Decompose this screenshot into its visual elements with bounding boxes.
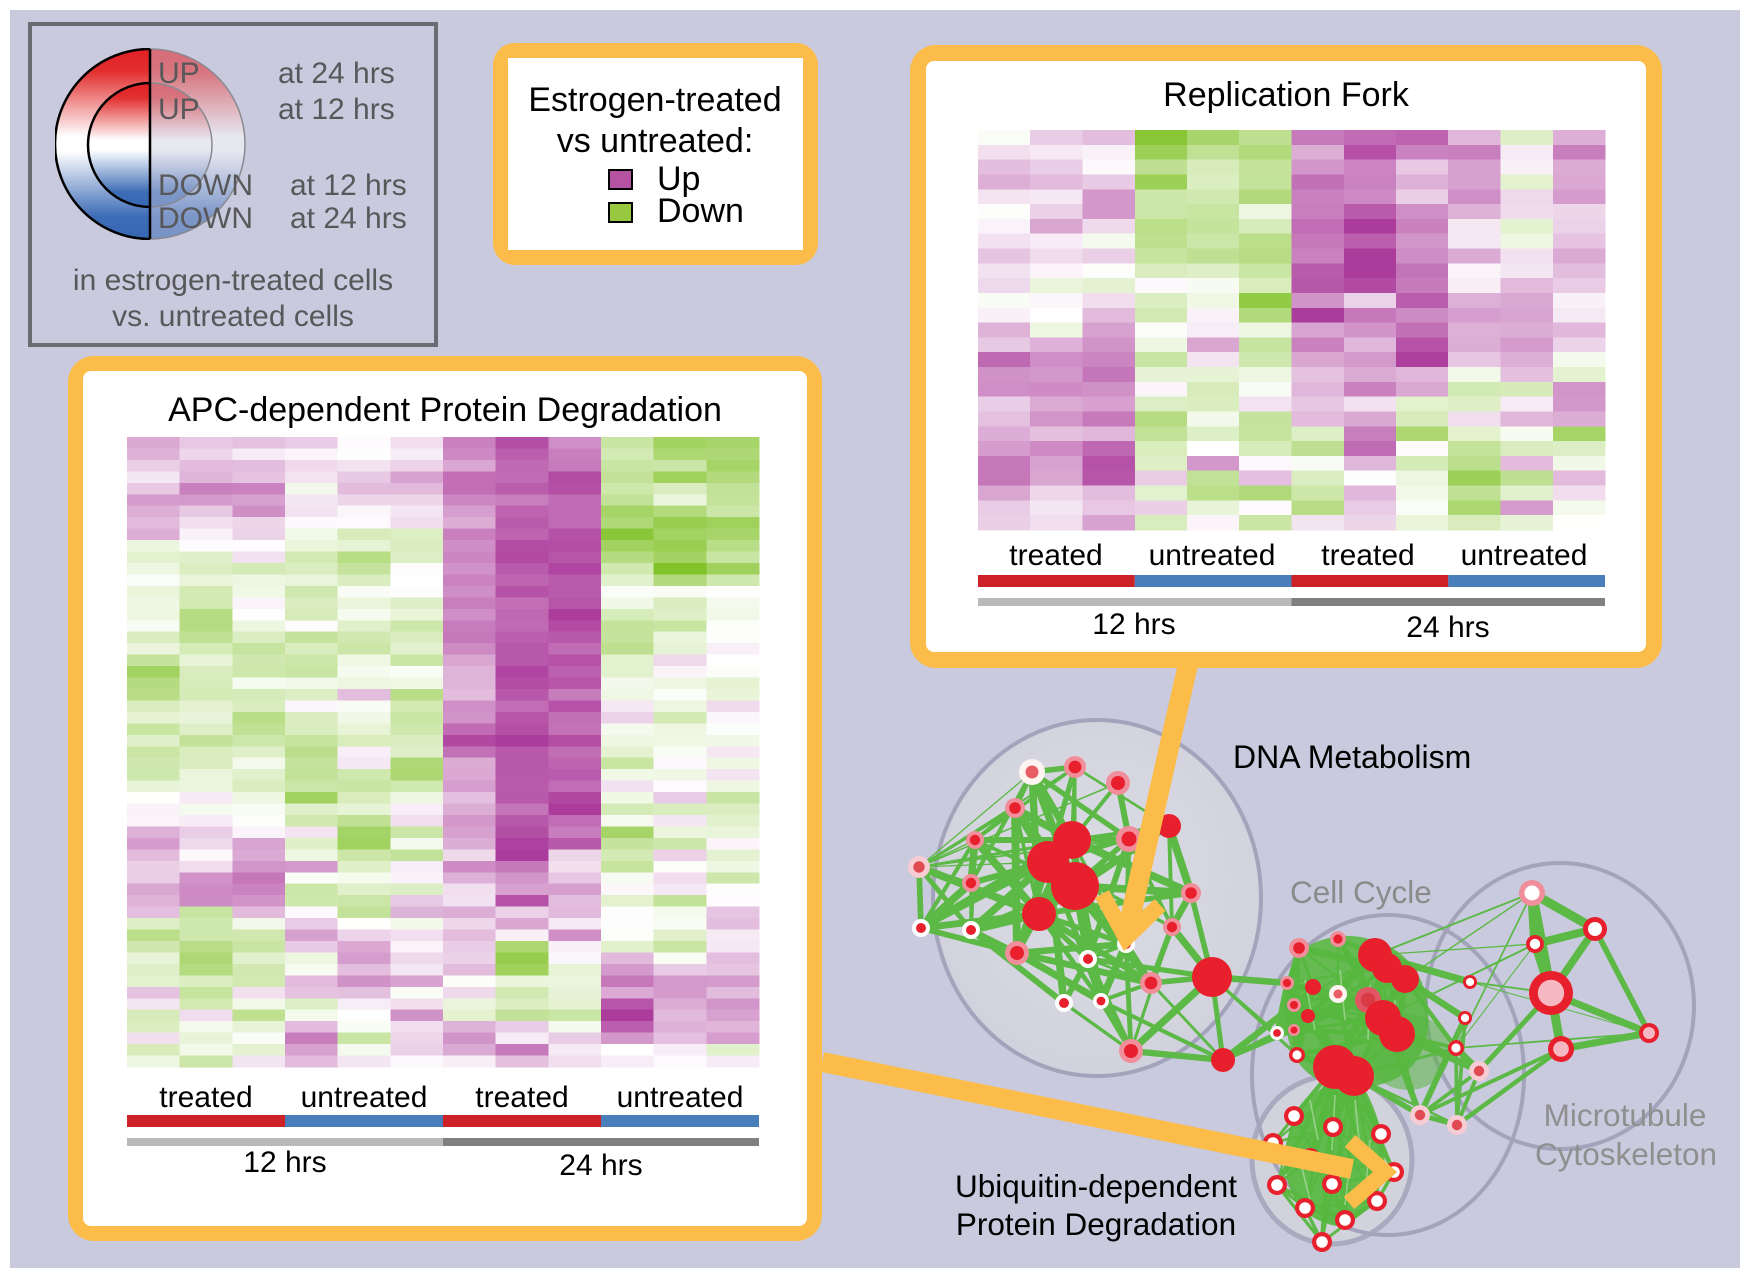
- svg-text:UP: UP: [158, 93, 200, 126]
- svg-text:treated: treated: [475, 1081, 568, 1114]
- svg-text:12 hrs: 12 hrs: [1092, 608, 1175, 641]
- svg-text:Up: Up: [657, 160, 700, 198]
- svg-text:APC-dependent Protein Degradat: APC-dependent Protein Degradation: [168, 391, 722, 429]
- svg-text:24 hrs: 24 hrs: [559, 1149, 642, 1182]
- svg-text:treated: treated: [1321, 539, 1414, 572]
- svg-text:at 12 hrs: at 12 hrs: [290, 169, 407, 202]
- svg-text:Ubiquitin-dependent: Ubiquitin-dependent: [955, 1168, 1237, 1204]
- svg-text:Replication Fork: Replication Fork: [1163, 76, 1410, 114]
- svg-text:at 24 hrs: at 24 hrs: [278, 57, 395, 90]
- svg-text:DOWN: DOWN: [158, 169, 253, 202]
- svg-text:untreated: untreated: [1461, 539, 1588, 572]
- svg-text:Protein Degradation: Protein Degradation: [956, 1206, 1236, 1242]
- svg-text:vs untreated:: vs untreated:: [557, 122, 754, 160]
- svg-text:Cell Cycle: Cell Cycle: [1290, 874, 1432, 910]
- svg-text:in estrogen-treated cells: in estrogen-treated cells: [73, 264, 393, 297]
- svg-text:at 24 hrs: at 24 hrs: [290, 202, 407, 235]
- svg-text:12 hrs: 12 hrs: [243, 1146, 326, 1179]
- svg-text:treated: treated: [159, 1081, 252, 1114]
- svg-text:24 hrs: 24 hrs: [1406, 611, 1489, 644]
- svg-text:UP: UP: [158, 57, 200, 90]
- svg-text:at 12 hrs: at 12 hrs: [278, 93, 395, 126]
- svg-text:vs. untreated cells: vs. untreated cells: [112, 300, 354, 333]
- svg-text:Cytoskeleton: Cytoskeleton: [1535, 1136, 1717, 1172]
- svg-text:untreated: untreated: [1149, 539, 1276, 572]
- svg-text:DNA Metabolism: DNA Metabolism: [1233, 739, 1471, 775]
- svg-text:Estrogen-treated: Estrogen-treated: [528, 81, 781, 119]
- svg-text:treated: treated: [1009, 539, 1102, 572]
- svg-text:Microtubule: Microtubule: [1544, 1097, 1707, 1133]
- svg-text:Down: Down: [657, 192, 744, 230]
- svg-text:untreated: untreated: [301, 1081, 428, 1114]
- svg-text:DOWN: DOWN: [158, 202, 253, 235]
- svg-text:untreated: untreated: [617, 1081, 744, 1114]
